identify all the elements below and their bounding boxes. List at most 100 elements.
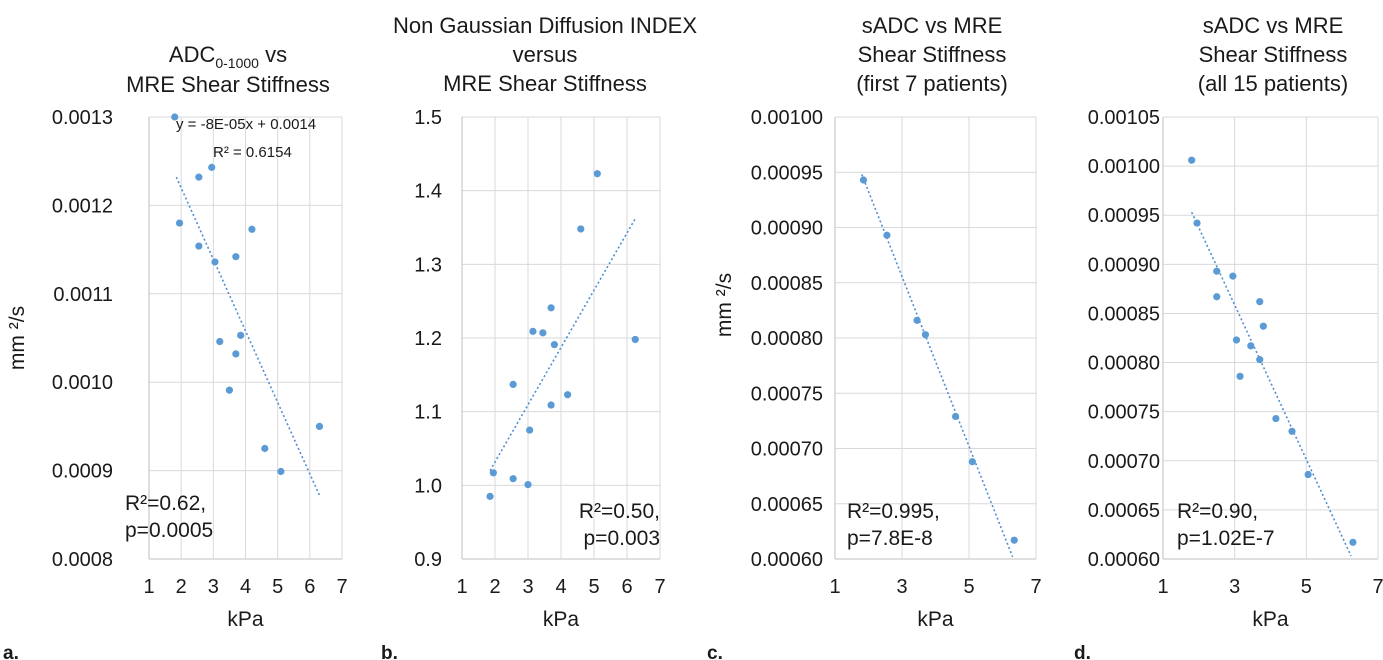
data-point	[952, 412, 960, 421]
data-point	[968, 458, 976, 466]
data-point	[208, 163, 216, 171]
data-point	[315, 422, 324, 430]
data-point	[1188, 156, 1196, 164]
data-point	[277, 467, 285, 476]
y-tick-label: 0.00085	[751, 273, 823, 295]
y-tick-label: 0.00065	[751, 494, 823, 516]
y-tick-label: 0.00075	[1088, 402, 1160, 424]
data-point	[211, 258, 219, 266]
x-tick-label: 5	[963, 576, 974, 598]
y-tick-label: 0.9	[414, 549, 442, 571]
y-tick-label: 0.00075	[751, 383, 823, 405]
x-tick-label: 1	[1157, 576, 1168, 598]
y-tick-label: 1.5	[414, 107, 442, 129]
data-point	[216, 337, 224, 346]
data-point	[1256, 298, 1264, 306]
trendline	[489, 218, 636, 471]
data-point	[195, 242, 203, 250]
data-point	[509, 380, 517, 389]
x-axis-label: kPa	[227, 608, 264, 631]
chart-title-line-2: Shear Stiffness	[858, 42, 1007, 67]
x-tick-label: 1	[143, 576, 154, 598]
x-tick-label: 5	[272, 576, 283, 598]
y-tick-label: 0.00085	[1088, 303, 1160, 325]
data-point	[1259, 322, 1267, 330]
y-tick-label: 1.2	[414, 328, 442, 350]
x-tick-label: 2	[176, 576, 187, 598]
y-tick-label: 1.1	[414, 402, 442, 424]
data-point	[529, 327, 537, 335]
data-point	[1193, 219, 1201, 227]
stats-annotation-line-1: R²=0.50,	[579, 500, 660, 523]
panel-label: a.	[3, 643, 19, 660]
y-tick-label: 1.3	[414, 254, 442, 276]
y-tick-label: 0.0010	[52, 372, 113, 394]
data-point	[1010, 536, 1018, 544]
trendline	[175, 176, 321, 496]
x-tick-label: 4	[240, 576, 251, 598]
title-subscript: 0-1000	[215, 55, 259, 71]
x-axis-label: kPa	[543, 608, 580, 631]
chart-title-line-1: sADC vs MRE	[862, 13, 1003, 38]
title-suffix: vs	[259, 42, 287, 67]
chart-title-line-2: versus	[513, 42, 578, 67]
data-point	[1272, 414, 1280, 423]
data-point	[577, 225, 585, 233]
x-tick-label: 5	[588, 576, 599, 598]
data-point	[1232, 336, 1241, 344]
stats-annotation-line-1: R²=0.90,	[1177, 500, 1258, 523]
data-point	[1304, 470, 1312, 479]
data-point	[1349, 538, 1357, 546]
y-tick-label: 0.00095	[1088, 205, 1160, 227]
chart-title-line-1: sADC vs MRE	[1203, 13, 1344, 38]
data-point	[1256, 356, 1264, 364]
stats-annotation-line-1: R²=0.62,	[125, 492, 206, 515]
data-point	[550, 341, 559, 349]
data-point	[1247, 342, 1255, 350]
chart-title-line-2: MRE Shear Stiffness	[126, 72, 330, 97]
x-tick-label: 3	[208, 576, 219, 598]
data-point	[171, 113, 179, 121]
data-point	[913, 316, 921, 324]
r-squared-label: R² = 0.6154	[213, 144, 292, 161]
panel-a: 0.0008 0.0009 0.0010 0.0011 0.0012 0.0013 1 2 3 4…	[3, 42, 348, 660]
stats-annotation-line-2: p=0.0005	[125, 519, 213, 542]
data-point	[1229, 272, 1237, 280]
data-point	[1288, 427, 1296, 435]
x-tick-label: 6	[621, 576, 632, 598]
y-tick-label: 0.00095	[751, 162, 823, 184]
data-point	[547, 304, 555, 312]
panel-label: d.	[1074, 643, 1091, 660]
y-tick-label: 0.00090	[1088, 254, 1160, 276]
data-point	[486, 492, 494, 500]
x-tick-label: 4	[555, 576, 566, 598]
stats-annotation-line-2: p=1.02E-7	[1177, 527, 1275, 550]
x-tick-label: 7	[654, 576, 665, 598]
x-tick-label: 3	[896, 576, 907, 598]
stats-annotation-line-2: p=0.003	[584, 527, 661, 550]
y-tick-label: 0.00080	[1088, 353, 1160, 375]
chart-title-line-2: Shear Stiffness	[1199, 42, 1348, 67]
data-point	[225, 386, 234, 394]
chart-title-line-1: ADC0-1000 vs	[169, 42, 287, 71]
data-point	[631, 335, 639, 344]
data-point	[509, 475, 517, 483]
x-tick-label: 1	[829, 576, 840, 598]
data-point	[547, 401, 555, 409]
y-tick-label: 1.0	[414, 475, 442, 497]
data-point	[232, 253, 240, 261]
panel-c: 0.00060 0.00065 0.00070 0.00075 0.00080 0.000…	[707, 13, 1042, 660]
y-tick-label: 0.0013	[52, 107, 113, 129]
y-tick-label: 0.00065	[1088, 500, 1160, 522]
data-point	[237, 331, 245, 339]
panel-label: c.	[707, 643, 723, 660]
data-point	[1213, 293, 1221, 301]
title-main: ADC	[169, 42, 216, 67]
y-tick-label: 0.0009	[52, 461, 113, 483]
data-point	[232, 350, 240, 358]
data-point	[248, 225, 256, 233]
chart-title-line-1: Non Gaussian Diffusion INDEX	[393, 13, 697, 38]
y-tick-label: 0.00105	[1088, 107, 1160, 129]
y-axis-label: mm ²/s	[6, 306, 29, 370]
